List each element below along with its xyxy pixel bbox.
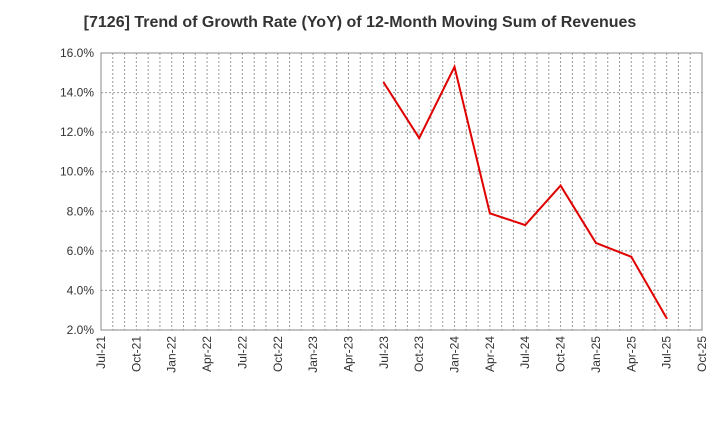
y-tick-label: 12.0%	[60, 125, 94, 139]
x-tick-label: Jul-23	[377, 336, 391, 369]
x-tick-label: Oct-22	[271, 336, 285, 372]
x-tick-label: Jan-25	[589, 336, 603, 373]
data-point	[630, 255, 633, 258]
x-tick-label: Jan-23	[306, 336, 320, 373]
data-point	[559, 184, 562, 187]
grid-layer	[101, 53, 702, 330]
series-line	[382, 63, 668, 319]
x-tick-label: Jul-24	[518, 336, 532, 369]
x-tick-label: Oct-23	[412, 336, 426, 372]
y-tick-label: 14.0%	[60, 86, 94, 100]
x-tick-label: Oct-21	[129, 336, 143, 372]
x-tick-label: Jan-22	[165, 336, 179, 373]
x-tick-label: Jan-24	[448, 336, 462, 373]
data-point	[524, 224, 527, 227]
x-tick-label: Jul-21	[94, 336, 108, 369]
data-point	[453, 65, 456, 68]
data-point	[382, 81, 385, 84]
x-tick-label: Oct-25	[695, 336, 709, 372]
x-tick-label: Oct-24	[554, 336, 568, 372]
x-tick-label: Apr-25	[624, 336, 638, 372]
x-tick-label: Jul-25	[660, 336, 674, 369]
y-tick-label: 6.0%	[67, 244, 95, 258]
data-point	[418, 137, 421, 140]
chart-title: [7126] Trend of Growth Rate (YoY) of 12-…	[83, 14, 637, 31]
y-tick-label: 2.0%	[67, 323, 95, 337]
x-axis: Jul-21 Oct-21 Jan-22 Apr-22 Jul-22 Oct-22 Jan-…	[94, 336, 709, 373]
y-tick-label: 4.0%	[67, 283, 95, 297]
data-point	[594, 241, 597, 244]
y-tick-label: 8.0%	[67, 204, 95, 218]
y-tick-label: 16.0%	[60, 46, 94, 60]
x-tick-label: Apr-22	[200, 336, 214, 372]
y-tick-label: 10.0%	[60, 165, 94, 179]
plot-frame	[100, 52, 703, 331]
x-tick-label: Apr-23	[341, 336, 355, 372]
y-axis: 2.0% 4.0% 6.0% 8.0% 10.0% 12.0% 14.0% 16.0%	[60, 46, 94, 337]
x-tick-label: Apr-24	[483, 336, 497, 372]
data-point	[665, 317, 668, 320]
data-point	[488, 212, 491, 215]
series-layer	[382, 63, 668, 320]
x-tick-label: Jul-22	[235, 336, 249, 369]
